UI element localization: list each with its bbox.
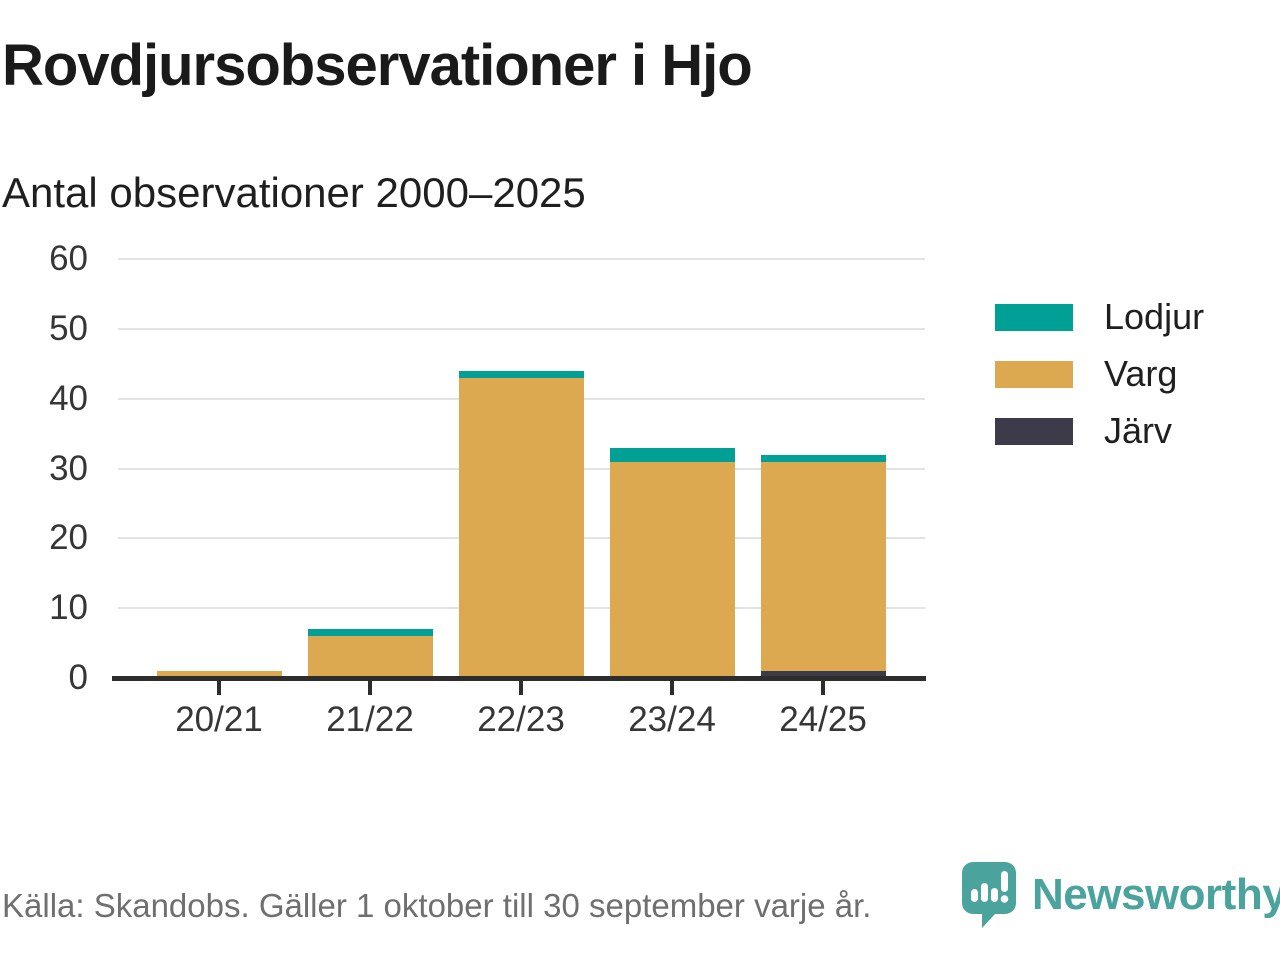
- legend-swatch: [995, 360, 1073, 388]
- x-axis-tick: [519, 681, 523, 695]
- y-tick-label: 30: [49, 448, 88, 488]
- legend-swatch: [995, 417, 1073, 445]
- x-axis-tick: [368, 681, 372, 695]
- legend-item-jarv: Järv: [995, 410, 1204, 451]
- bar-segment-varg-22-23: [458, 377, 584, 678]
- y-tick-label: 60: [49, 239, 88, 278]
- legend-item-lodjur: Lodjur: [995, 296, 1204, 337]
- legend-label: Varg: [1104, 353, 1178, 394]
- chart-subtitle: Antal observationer 2000–2025: [2, 169, 586, 216]
- bar-segment-varg-24-25: [760, 461, 886, 672]
- x-axis-tick: [821, 681, 825, 695]
- gridline: [118, 258, 925, 260]
- newsworthy-logo: Newsworthy: [962, 862, 1280, 928]
- x-tick-label: 22/23: [477, 700, 565, 739]
- bar-segment-lodjur-23-24: [609, 447, 735, 462]
- x-tick-label: 20/21: [175, 700, 263, 739]
- y-tick-label: 40: [49, 378, 88, 418]
- y-tick-label: 20: [49, 518, 88, 558]
- plot-area: [118, 258, 925, 678]
- x-axis-line: [112, 676, 926, 681]
- y-tick-label: 0: [68, 658, 88, 697]
- source-note: Källa: Skandobs. Gäller 1 oktober till 3…: [2, 887, 872, 924]
- chart-title: Rovdjursobservationer i Hjo: [2, 33, 753, 98]
- gridline: [118, 327, 925, 330]
- bar-segment-lodjur-24-25: [760, 454, 886, 462]
- x-axis-tick: [670, 681, 674, 695]
- bar-segment-lodjur-22-23: [458, 370, 584, 378]
- legend-swatch: [995, 303, 1073, 331]
- newsworthy-logo-icon: [962, 862, 1016, 928]
- x-tick-label: 23/24: [628, 700, 716, 739]
- newsworthy-logo-text: Newsworthy: [1032, 870, 1280, 919]
- bar-segment-jarv-24-25: [760, 671, 886, 678]
- x-axis-tick: [217, 681, 221, 695]
- legend-label: Lodjur: [1104, 296, 1205, 337]
- bar-segment-varg-20-21: [156, 671, 282, 678]
- x-tick-label: 21/22: [326, 700, 414, 739]
- chart-legend: Lodjur Varg Järv: [995, 296, 1204, 471]
- bar-segment-varg-23-24: [609, 461, 735, 678]
- bar-segment-lodjur-21-22: [307, 629, 433, 637]
- bar-segment-varg-21-22: [307, 636, 433, 678]
- x-tick-label: 24/25: [779, 700, 867, 739]
- y-tick-label: 50: [49, 308, 88, 348]
- legend-label: Järv: [1104, 410, 1173, 451]
- legend-item-varg: Varg: [995, 353, 1204, 394]
- y-tick-label: 10: [49, 588, 88, 628]
